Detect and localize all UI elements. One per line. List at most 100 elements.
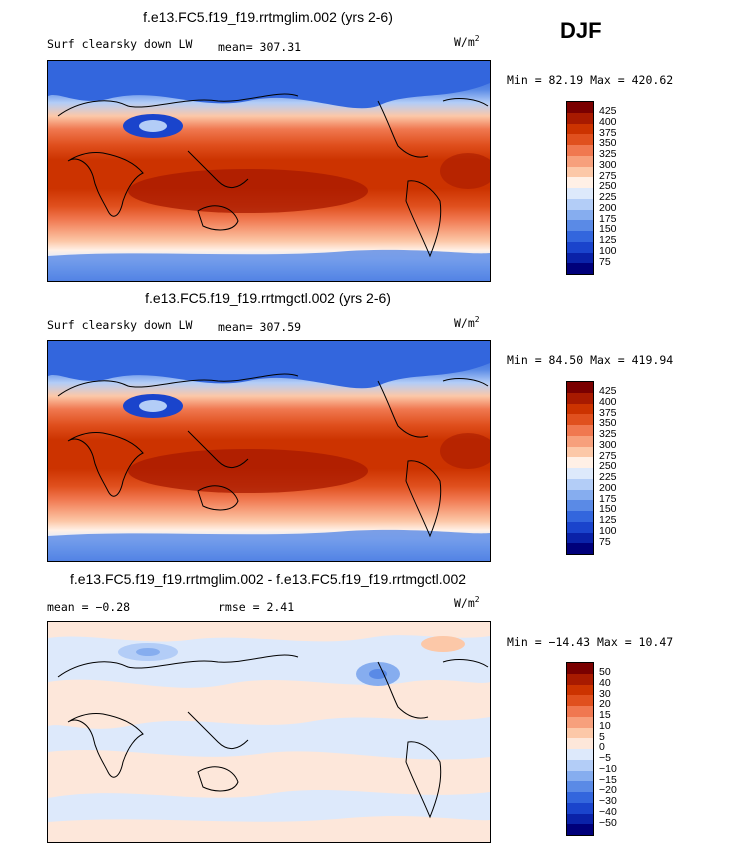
colorbar-2-tick-1: 425 bbox=[599, 385, 617, 397]
colorbar-3-swatch-7 bbox=[567, 727, 593, 739]
colorbar-3-swatch-2 bbox=[567, 673, 593, 685]
colorbar-2-tick-13: 125 bbox=[599, 514, 617, 526]
colorbar-2-tick-6: 300 bbox=[599, 439, 617, 451]
colorbar-1-tick-3: 375 bbox=[599, 127, 617, 139]
colorbar-1-tick-4: 350 bbox=[599, 137, 617, 149]
colorbar-1-swatch-16 bbox=[567, 263, 593, 274]
colorbar-2-tick-2: 400 bbox=[599, 396, 617, 408]
colorbar-panel-2 bbox=[566, 381, 594, 555]
colorbar-2-tick-14: 100 bbox=[599, 525, 617, 537]
colorbar-2-swatch-4 bbox=[567, 414, 593, 425]
colorbar-2-swatch-7 bbox=[567, 446, 593, 458]
colorbar-2-tick-10: 200 bbox=[599, 482, 617, 494]
colorbar-3-tick-2: 40 bbox=[599, 677, 611, 689]
colorbar-3-tick-13: −30 bbox=[599, 795, 617, 807]
map-panel-1-svg bbox=[48, 61, 490, 281]
panel-1-minmax: Min = 82.19 Max = 420.62 bbox=[507, 73, 674, 87]
colorbar-2-swatch-8 bbox=[567, 457, 593, 468]
colorbar-1-tick-8: 250 bbox=[599, 180, 617, 192]
panel-1-units: W/m2 bbox=[454, 34, 480, 49]
colorbar-3-tick-8: 0 bbox=[599, 741, 605, 753]
colorbar-3-swatch-14 bbox=[567, 802, 593, 814]
colorbar-3-swatch-1 bbox=[567, 663, 593, 674]
colorbar-2-swatch-11 bbox=[567, 489, 593, 501]
colorbar-1-swatch-4 bbox=[567, 134, 593, 145]
colorbar-1-swatch-13 bbox=[567, 231, 593, 242]
panel-3-mean: mean = −0.28 bbox=[47, 600, 131, 614]
colorbar-1-tick-10: 200 bbox=[599, 202, 617, 214]
colorbar-3-swatch-5 bbox=[567, 706, 593, 717]
panel-3-title: f.e13.FC5.f19_f19.rrtmglim.002 - f.e13.F… bbox=[69, 571, 467, 587]
colorbar-3-swatch-16 bbox=[567, 824, 593, 835]
colorbar-panel-1 bbox=[566, 101, 594, 275]
colorbar-2-swatch-12 bbox=[567, 500, 593, 511]
colorbar-1-swatch-14 bbox=[567, 241, 593, 253]
colorbar-2-tick-8: 250 bbox=[599, 460, 617, 472]
colorbar-3-swatch-11 bbox=[567, 770, 593, 782]
colorbar-1-swatch-6 bbox=[567, 155, 593, 167]
colorbar-3-tick-11: −15 bbox=[599, 774, 617, 786]
colorbar-3-swatch-13 bbox=[567, 792, 593, 803]
colorbar-1-tick-5: 325 bbox=[599, 148, 617, 160]
colorbar-3-tick-12: −20 bbox=[599, 784, 617, 796]
panel-2-mean: mean= 307.59 bbox=[218, 320, 302, 334]
map-panel-2-svg bbox=[48, 341, 490, 561]
panel-2-minmax: Min = 84.50 Max = 419.94 bbox=[507, 353, 674, 367]
panel-1-mean: mean= 307.31 bbox=[218, 40, 302, 54]
colorbar-3-tick-6: 10 bbox=[599, 720, 611, 732]
colorbar-3-swatch-12 bbox=[567, 781, 593, 792]
colorbar-2-swatch-10 bbox=[567, 478, 593, 490]
colorbar-2-swatch-6 bbox=[567, 435, 593, 447]
colorbar-3-tick-9: −5 bbox=[599, 752, 611, 764]
season-label: DJF bbox=[560, 18, 602, 43]
colorbar-1-swatch-11 bbox=[567, 209, 593, 221]
colorbar-1-swatch-2 bbox=[567, 112, 593, 124]
colorbar-panel-3 bbox=[566, 662, 594, 836]
map-panel-2 bbox=[47, 340, 491, 562]
colorbar-2-swatch-2 bbox=[567, 392, 593, 404]
colorbar-2-swatch-3 bbox=[567, 403, 593, 415]
colorbar-2-tick-4: 350 bbox=[599, 417, 617, 429]
panel-2-title: f.e13.FC5.f19_f19.rrtmgctl.002 (yrs 2-6) bbox=[145, 290, 391, 306]
colorbar-1-tick-2: 400 bbox=[599, 116, 617, 128]
colorbar-1-swatch-8 bbox=[567, 177, 593, 188]
colorbar-1-tick-6: 300 bbox=[599, 159, 617, 171]
colorbar-2-tick-7: 275 bbox=[599, 450, 617, 462]
colorbar-1-tick-9: 225 bbox=[599, 191, 617, 203]
colorbar-3-swatch-4 bbox=[567, 695, 593, 706]
colorbar-2-tick-5: 325 bbox=[599, 428, 617, 440]
colorbar-1-tick-12: 150 bbox=[599, 223, 617, 235]
map-panel-3 bbox=[47, 621, 491, 843]
colorbar-1-tick-14: 100 bbox=[599, 245, 617, 257]
colorbar-2-swatch-14 bbox=[567, 521, 593, 533]
colorbar-2-swatch-1 bbox=[567, 382, 593, 393]
colorbar-3-swatch-8 bbox=[567, 738, 593, 749]
colorbar-1-tick-7: 275 bbox=[599, 170, 617, 182]
colorbar-2-tick-12: 150 bbox=[599, 503, 617, 515]
colorbar-2-tick-15: 75 bbox=[599, 536, 611, 548]
colorbar-2-swatch-15 bbox=[567, 532, 593, 544]
colorbar-3-tick-7: 5 bbox=[599, 731, 605, 743]
colorbar-1-tick-13: 125 bbox=[599, 234, 617, 246]
colorbar-1-swatch-1 bbox=[567, 102, 593, 113]
colorbar-3-swatch-6 bbox=[567, 716, 593, 728]
colorbar-2-tick-11: 175 bbox=[599, 493, 617, 505]
colorbar-3-tick-4: 20 bbox=[599, 698, 611, 710]
colorbar-3-tick-5: 15 bbox=[599, 709, 611, 721]
colorbar-1-swatch-7 bbox=[567, 166, 593, 178]
map-panel-1 bbox=[47, 60, 491, 282]
panel-3-units: W/m2 bbox=[454, 595, 480, 610]
colorbar-3-swatch-9 bbox=[567, 749, 593, 760]
colorbar-1-swatch-9 bbox=[567, 188, 593, 199]
colorbar-3-tick-1: 50 bbox=[599, 666, 611, 678]
colorbar-1-swatch-5 bbox=[567, 145, 593, 156]
colorbar-3-tick-15: −50 bbox=[599, 817, 617, 829]
colorbar-3-tick-10: −10 bbox=[599, 763, 617, 775]
colorbar-3-swatch-3 bbox=[567, 684, 593, 696]
colorbar-2-tick-9: 225 bbox=[599, 471, 617, 483]
colorbar-3-swatch-15 bbox=[567, 813, 593, 825]
panel-3-minmax: Min = −14.43 Max = 10.47 bbox=[507, 635, 674, 649]
colorbar-3-swatch-10 bbox=[567, 759, 593, 771]
panel-2-field-label: Surf clearsky down LW bbox=[47, 318, 193, 332]
colorbar-1-swatch-3 bbox=[567, 123, 593, 135]
